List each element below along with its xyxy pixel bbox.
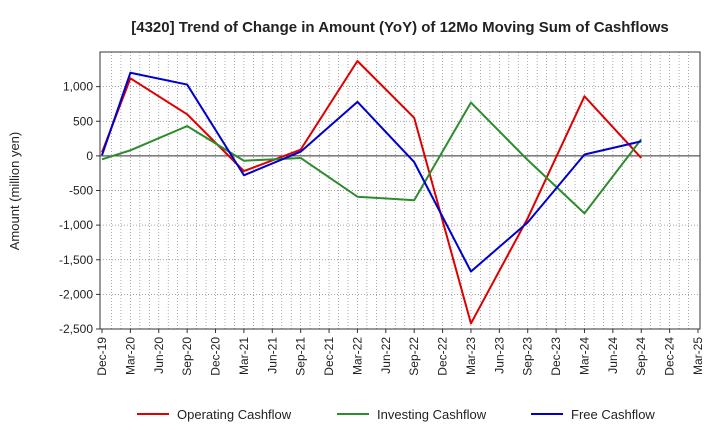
x-tick-label: Sep-20 (180, 337, 194, 376)
x-tick-label: Dec-19 (95, 337, 109, 376)
legend-label: Free Cashflow (571, 407, 655, 422)
y-tick-label: -1,000 (59, 218, 93, 232)
x-tick-label: Dec-20 (209, 337, 223, 376)
x-tick-label: Jun-24 (606, 337, 620, 374)
x-tick-label: Jun-20 (152, 337, 166, 374)
x-tick-label: Dec-24 (663, 337, 677, 376)
legend-label: Investing Cashflow (377, 407, 487, 422)
y-tick-label: -500 (69, 184, 93, 198)
x-axis-ticks: Dec-19 Mar-20 Jun-20 Sep-20 Dec-20 Mar-21 Jun-… (95, 329, 705, 376)
x-tick-label: Mar-23 (464, 337, 478, 375)
x-tick-label: Dec-23 (549, 337, 563, 376)
legend-label: Operating Cashflow (177, 407, 292, 422)
chart-title: [4320] Trend of Change in Amount (YoY) o… (131, 19, 669, 36)
x-tick-label: Jun-21 (265, 337, 279, 374)
x-tick-label: Jun-23 (492, 337, 506, 374)
grid-lines (100, 52, 700, 330)
x-tick-label: Sep-21 (294, 337, 308, 376)
x-tick-label: Mar-21 (237, 337, 251, 375)
x-tick-label: Mar-24 (577, 337, 591, 375)
series-line-investing-cashflow (101, 101, 643, 215)
x-tick-label: Dec-21 (322, 337, 336, 376)
y-tick-label: -2,500 (59, 322, 93, 336)
y-tick-label: -1,500 (59, 253, 93, 267)
y-tick-label: -2,000 (59, 287, 93, 301)
series-lines (101, 60, 643, 325)
x-tick-label: Sep-23 (521, 337, 535, 376)
x-tick-label: Jun-22 (379, 337, 393, 374)
x-tick-label: Dec-22 (436, 337, 450, 376)
x-tick-label: Sep-22 (407, 337, 421, 376)
x-tick-label: Mar-20 (123, 337, 137, 375)
y-tick-label: 1,000 (63, 80, 93, 94)
x-tick-label: Mar-25 (691, 337, 705, 375)
x-tick-label: Mar-22 (350, 337, 364, 375)
x-tick-label: Sep-24 (634, 337, 648, 376)
y-axis-ticks: -2,500 -2,000 -1,500 -1,000 -500 0 500 1,000 (59, 80, 100, 336)
y-tick-label: 0 (86, 149, 93, 163)
y-axis-label: Amount (million yen) (7, 132, 22, 251)
legend: Operating Cashflow Investing Cashflow Free… (137, 407, 655, 422)
y-tick-label: 500 (73, 114, 93, 128)
series-line-free-cashflow (101, 71, 642, 273)
